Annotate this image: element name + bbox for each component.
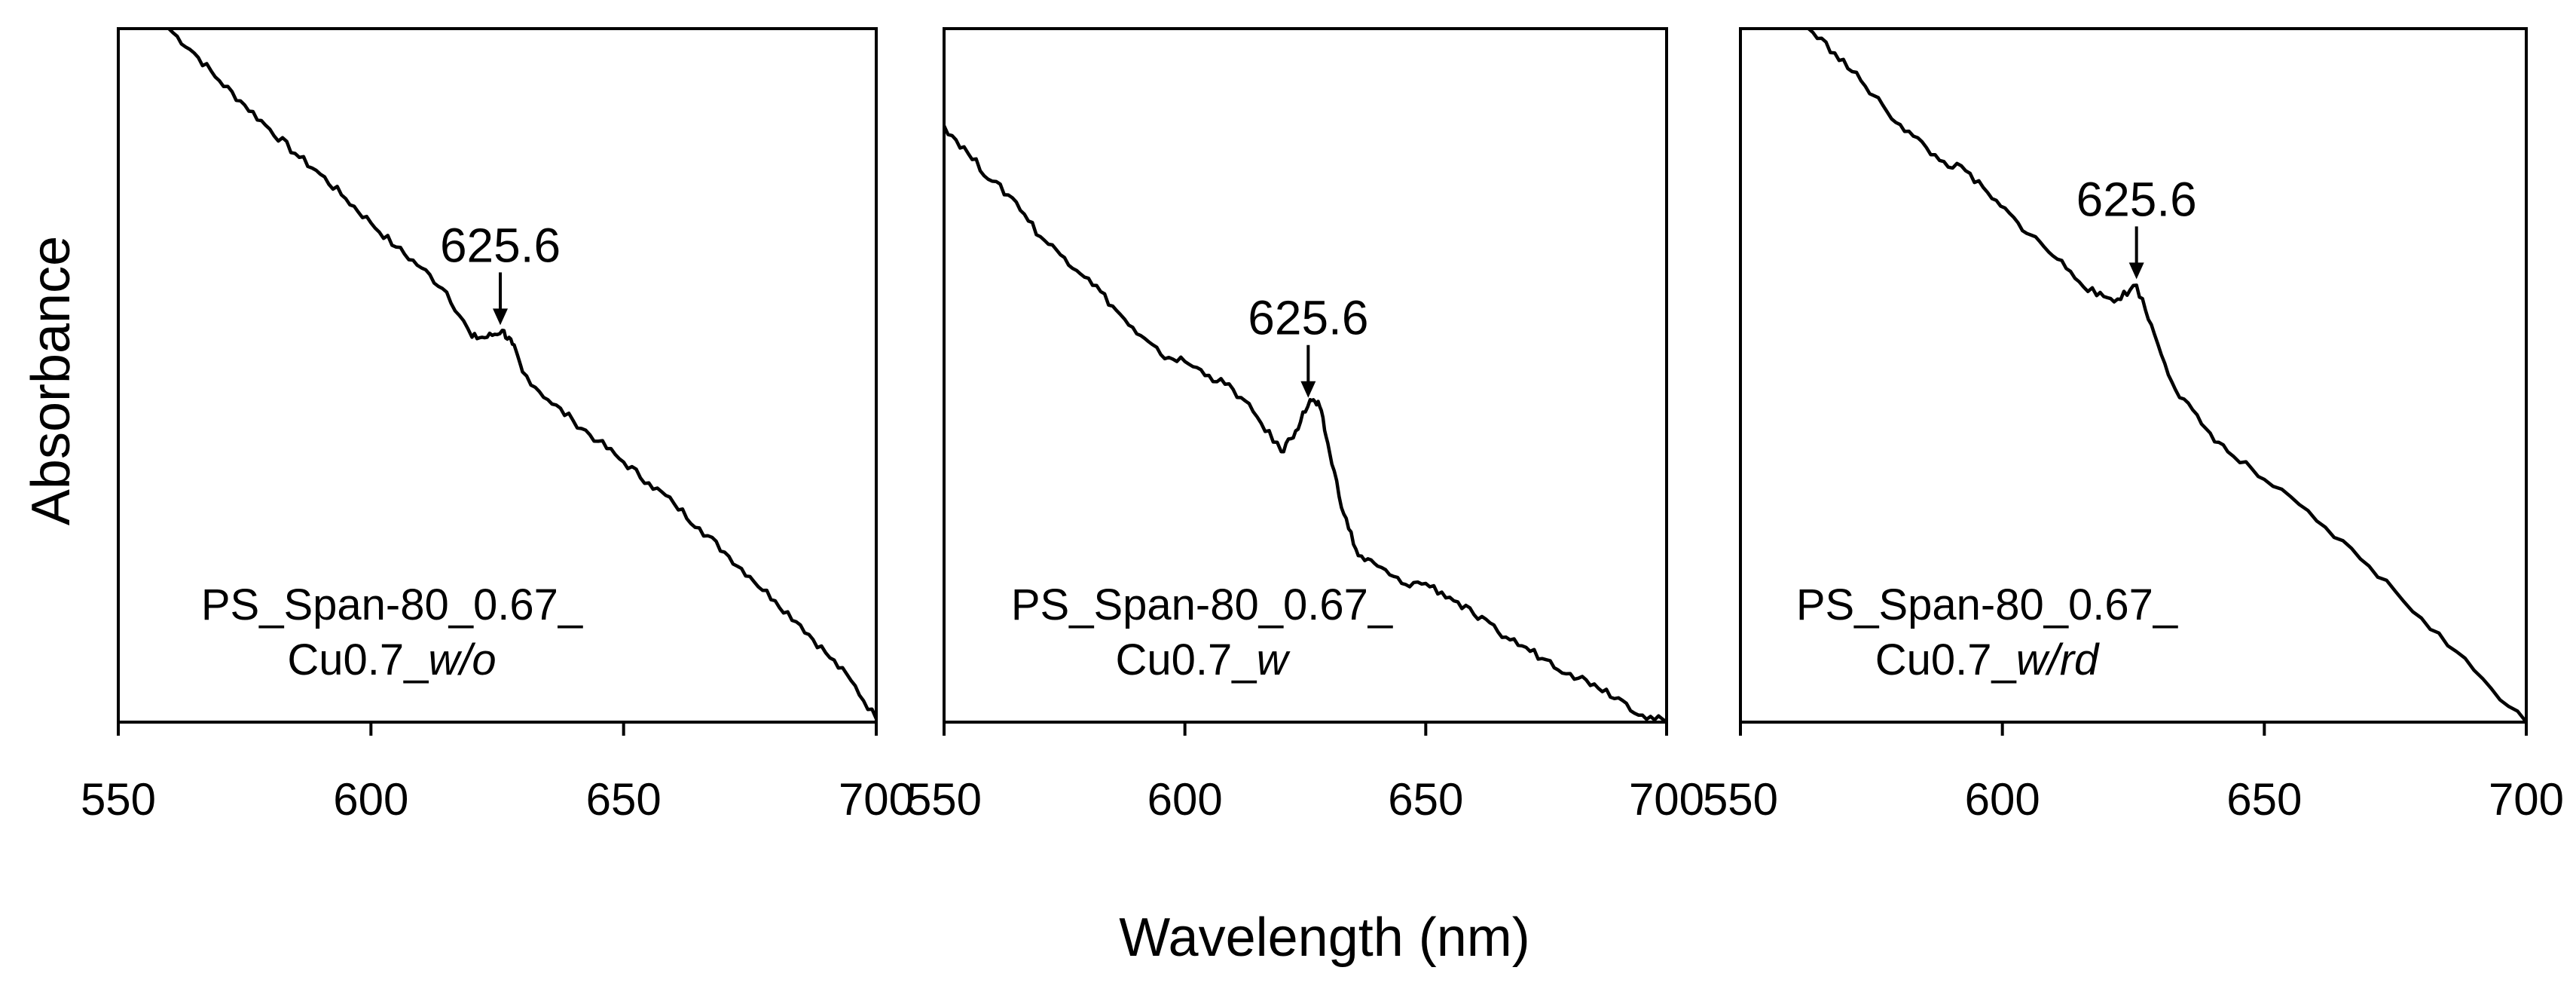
peak-arrow-head bbox=[493, 308, 509, 326]
chart-panel-3: 550 600 650 700 625.6 PS_Span-80_0.67_ Cu0.7_w… bbox=[1703, 27, 2564, 825]
x-tick-label: 650 bbox=[2226, 774, 2302, 825]
sample-label-line-2: Cu0.7_w/rd bbox=[1875, 635, 2100, 684]
chart-panel-1: 550 600 650 700 625.6 PS_Span-80_0.67_ Cu0.7_w… bbox=[81, 27, 914, 825]
absorbance-curve bbox=[942, 124, 1668, 724]
x-tick-label: 700 bbox=[839, 774, 914, 825]
sample-label-line-1: PS_Span-80_0.67_ bbox=[1011, 580, 1393, 629]
y-axis-title: Absorbance bbox=[21, 236, 81, 525]
x-tick-label: 650 bbox=[1388, 774, 1463, 825]
plot-frame bbox=[943, 27, 1668, 724]
x-tick-label: 550 bbox=[81, 774, 156, 825]
x-tick-label: 600 bbox=[1965, 774, 2040, 825]
absorbance-curve bbox=[1807, 27, 2528, 724]
sample-label-line-1: PS_Span-80_0.67_ bbox=[201, 580, 583, 629]
peak-label: 625.6 bbox=[440, 218, 561, 272]
peak-label: 625.6 bbox=[2076, 172, 2197, 226]
x-tick-label: 550 bbox=[1703, 774, 1778, 825]
plot-frame bbox=[1739, 27, 2528, 724]
x-tick-label: 650 bbox=[586, 774, 662, 825]
x-tick-label: 600 bbox=[333, 774, 408, 825]
x-tick-label: 700 bbox=[2489, 774, 2564, 825]
sample-label-line-2: Cu0.7_w/o bbox=[287, 635, 496, 684]
chart-panel-2: 550 600 650 700 625.6 PS_Span-80_0.67_ Cu0.7_w bbox=[906, 27, 1704, 825]
peak-arrow-head bbox=[2128, 262, 2144, 280]
x-axis-title: Wavelength (nm) bbox=[1119, 908, 1530, 968]
absorbance-curve bbox=[167, 27, 879, 720]
x-tick-label: 700 bbox=[1629, 774, 1704, 825]
peak-label: 625.6 bbox=[1248, 291, 1368, 345]
plot-frame bbox=[117, 27, 878, 724]
sample-label-line-2: Cu0.7_w bbox=[1116, 635, 1291, 684]
sample-label-line-1: PS_Span-80_0.67_ bbox=[1796, 580, 2178, 629]
x-tick-label: 550 bbox=[906, 774, 982, 825]
peak-arrow-head bbox=[1300, 381, 1316, 398]
x-tick-label: 600 bbox=[1147, 774, 1223, 825]
